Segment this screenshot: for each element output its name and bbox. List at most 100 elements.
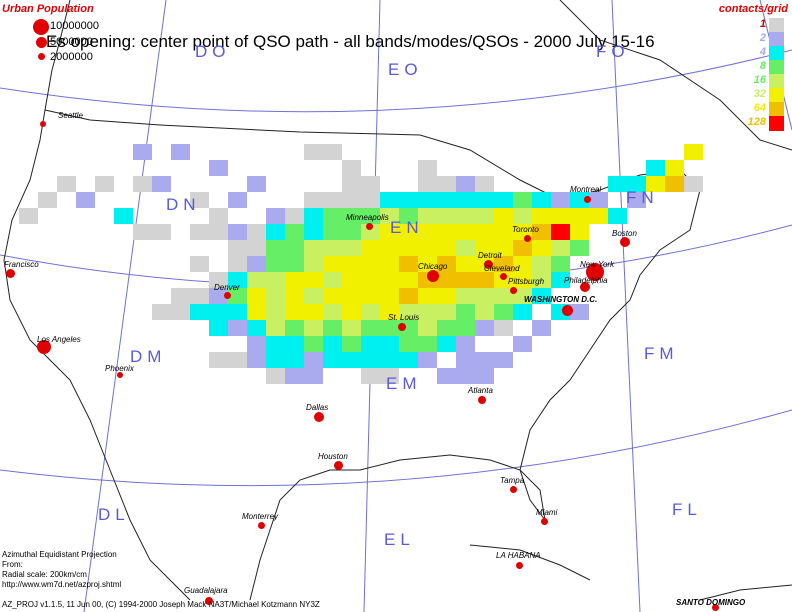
city-label: LA HABANA <box>496 551 541 560</box>
city-dot <box>117 372 123 378</box>
heatmap-cell <box>513 272 532 288</box>
heatmap-cell <box>551 256 570 272</box>
heatmap-cell <box>285 368 304 384</box>
heatmap-cell <box>494 320 513 336</box>
city-dot <box>478 396 486 404</box>
heatmap-cell <box>342 192 361 208</box>
heatmap-cell <box>228 320 247 336</box>
legend-label: 8 <box>759 60 766 72</box>
heatmap-cell <box>285 320 304 336</box>
heatmap-cell <box>399 288 418 304</box>
contacts-legend-header: contacts/grid <box>718 3 788 15</box>
heatmap-cell <box>247 336 266 352</box>
heatmap-cell <box>399 256 418 272</box>
heatmap-cell <box>304 352 323 368</box>
heatmap-cell <box>266 368 285 384</box>
heatmap-cell <box>342 208 361 224</box>
heatmap-cell <box>532 208 551 224</box>
coastline <box>519 169 701 521</box>
grid-label-fn: FN <box>626 188 659 207</box>
heatmap-cell <box>323 352 342 368</box>
city-dot <box>366 223 373 230</box>
heatmap-cell <box>323 240 342 256</box>
heatmap-cell <box>399 272 418 288</box>
heatmap-cell <box>513 288 532 304</box>
heatmap-cell <box>399 192 418 208</box>
heatmap-cell <box>209 320 228 336</box>
heatmap-cell <box>266 208 285 224</box>
heatmap-cell <box>494 208 513 224</box>
heatmap-cell <box>247 224 266 240</box>
heatmap-cell <box>361 256 380 272</box>
city-label: Philadelphia <box>564 276 608 285</box>
heatmap-cell <box>380 288 399 304</box>
grid-label-fo: FO <box>596 42 630 61</box>
footer-copyright: AZ_PROJ v1.1.5, 11 Jun 00, (C) 1994-2000… <box>2 600 320 609</box>
heatmap-cell <box>285 240 304 256</box>
heatmap-cell <box>342 352 361 368</box>
heatmap-cell <box>418 256 437 272</box>
heatmap-cell <box>437 304 456 320</box>
heatmap-cell <box>437 192 456 208</box>
city-dot <box>258 522 265 529</box>
heatmap-cell <box>570 304 589 320</box>
grid-line <box>0 49 792 113</box>
heatmap-cell <box>266 320 285 336</box>
grid-label-fm: FM <box>644 344 679 363</box>
heatmap-cell <box>285 288 304 304</box>
heatmap-cell <box>418 192 437 208</box>
heatmap-cell <box>589 192 608 208</box>
city-dot <box>516 562 523 569</box>
heatmap-cell <box>361 368 380 384</box>
heatmap-cell <box>95 176 114 192</box>
legend-swatch <box>769 88 784 103</box>
city-label: Monterrey <box>242 512 279 521</box>
city-label: Toronto <box>512 225 539 234</box>
heatmap-cell <box>361 208 380 224</box>
heatmap-cell <box>418 288 437 304</box>
heatmap-cell <box>323 192 342 208</box>
coastline <box>249 454 546 601</box>
coastline <box>559 0 792 151</box>
grid-label-em: EM <box>386 374 422 393</box>
heatmap-cell <box>380 256 399 272</box>
city-dot <box>427 270 439 282</box>
legend-label: 4 <box>759 46 766 58</box>
heatmap-cell <box>304 272 323 288</box>
heatmap-cell <box>532 288 551 304</box>
heatmap-cell <box>380 192 399 208</box>
heatmap-cell <box>304 192 323 208</box>
heatmap-cell <box>399 352 418 368</box>
legend-swatch <box>769 60 784 75</box>
heatmap-cell <box>380 336 399 352</box>
heatmap-cell <box>361 304 380 320</box>
legend-label: 16 <box>753 74 766 86</box>
heatmap-cell <box>190 192 209 208</box>
footer-scale: Radial scale: 200km/cm <box>2 570 87 579</box>
heatmap-cell <box>475 176 494 192</box>
city-label: SANTO DOMINGO <box>676 598 746 607</box>
map-title: Es opening: center point of QSO path - a… <box>46 32 655 51</box>
grid-label-fl: FL <box>672 500 702 519</box>
city-label: Houston <box>318 452 348 461</box>
heatmap-cell <box>361 352 380 368</box>
heatmap-cell <box>285 256 304 272</box>
grid-label-en: EN <box>390 218 424 237</box>
city-label: Atlanta <box>468 386 493 395</box>
heatmap-cell <box>665 176 684 192</box>
heatmap-cell <box>304 256 323 272</box>
heatmap-cell <box>342 304 361 320</box>
city-label: Miami <box>536 508 558 517</box>
heatmap-cell <box>342 256 361 272</box>
heatmap-cell <box>380 240 399 256</box>
heatmap-cell <box>418 240 437 256</box>
heatmap-cell <box>152 224 171 240</box>
heatmap-cell <box>456 192 475 208</box>
heatmap-cell <box>684 176 703 192</box>
heatmap-cell <box>342 320 361 336</box>
heatmap-cell <box>399 240 418 256</box>
heatmap-cell <box>247 256 266 272</box>
heatmap-cell <box>380 368 399 384</box>
heatmap-cell <box>456 336 475 352</box>
